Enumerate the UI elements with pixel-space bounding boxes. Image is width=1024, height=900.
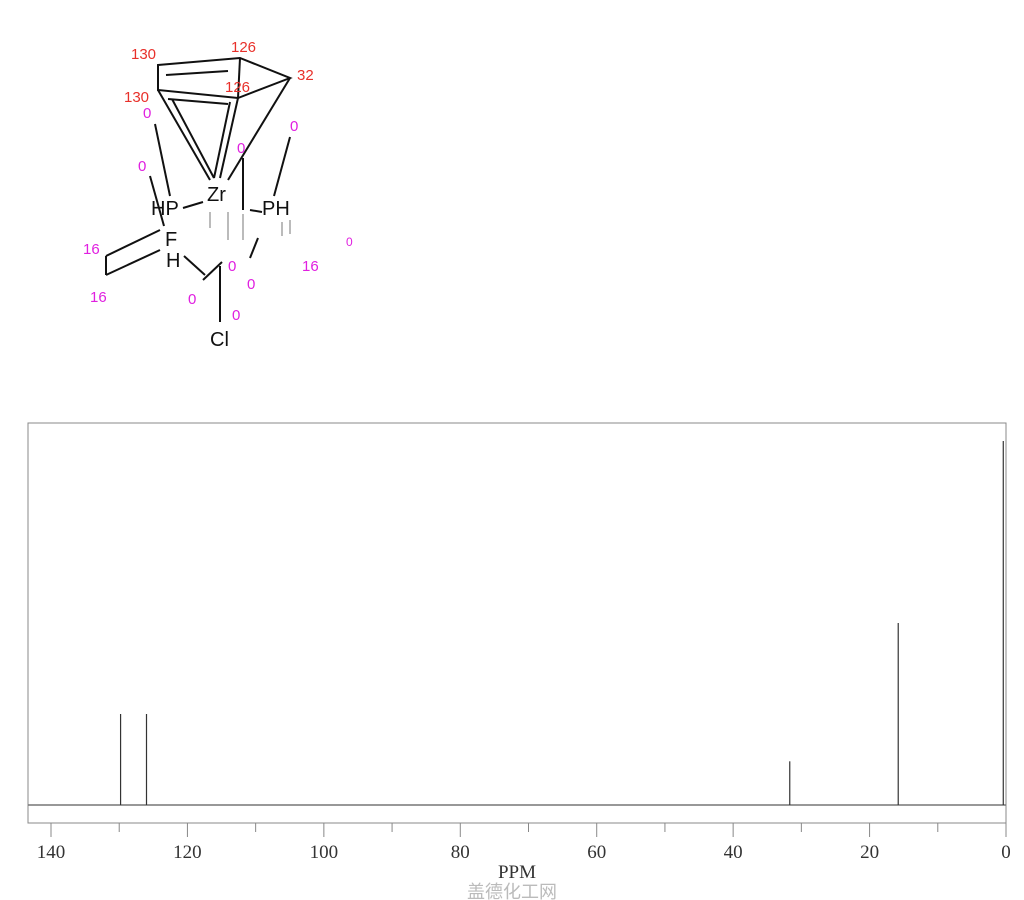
atom-h: H [166, 250, 180, 272]
atom-f: F [165, 229, 177, 251]
tick-label: 140 [37, 842, 66, 863]
tick-label: 80 [451, 842, 470, 863]
atom-cl: Cl [210, 329, 229, 351]
atom-zr: Zr [207, 184, 226, 206]
hidden-bonds [209, 212, 291, 240]
cyclopentadienyl-ring [157, 56, 293, 100]
shift-label: 126 [231, 39, 256, 56]
atom-hp: HP [151, 198, 179, 220]
shift-label: 0 [247, 276, 255, 293]
tick-label: 100 [310, 842, 339, 863]
shift-label: 0 [290, 118, 298, 135]
shift-label: 126 [225, 79, 250, 96]
shift-label: 130 [131, 46, 156, 63]
molecule-structure: Zr HP PH F H Cl 130 126 32 126 130 0 0 0… [83, 39, 353, 351]
shift-label: 0 [346, 235, 353, 249]
shift-label: 0 [228, 258, 236, 275]
peaks [119, 441, 1004, 805]
shift-label: 0 [138, 158, 146, 175]
tick-label: 120 [173, 842, 202, 863]
shift-label: 0 [232, 307, 240, 324]
x-axis-label: PPM [498, 862, 536, 883]
x-axis-tick-labels: 140 120 100 80 60 40 20 0 [37, 842, 1011, 863]
tick-label: 40 [724, 842, 743, 863]
tick-label: 60 [587, 842, 606, 863]
plot-frame [27, 422, 1007, 824]
shift-label: 32 [297, 67, 314, 84]
shift-label: 0 [188, 291, 196, 308]
tick-label: 0 [1001, 842, 1011, 863]
shift-label: 0 [237, 140, 245, 157]
shift-label: 130 [124, 89, 149, 106]
watermark: 盖德化工网 [467, 882, 557, 900]
bonds [105, 56, 293, 322]
tick-label: 20 [860, 842, 879, 863]
shift-label: 16 [90, 289, 107, 306]
shift-label: 16 [83, 241, 100, 258]
shift-label: 0 [143, 105, 151, 122]
shift-label: 16 [302, 258, 319, 275]
x-axis-ticks [50, 823, 1007, 837]
atom-ph: PH [262, 198, 290, 220]
